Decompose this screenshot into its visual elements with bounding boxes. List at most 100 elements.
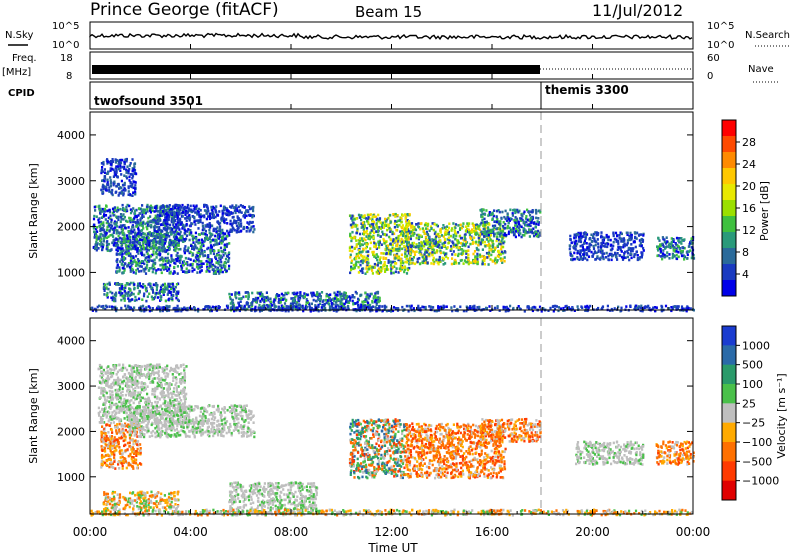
echo-cell [125,234,129,237]
echo-cell [225,207,229,210]
echo-cell [582,253,585,256]
echo-cell [200,238,204,242]
echo-cell [126,237,129,241]
echo-cell [217,233,220,236]
echo-cell [154,271,157,275]
echo-cell [118,287,121,290]
echo-cell [165,230,168,234]
echo-cell [478,228,482,232]
echo-cell [170,255,173,259]
echo-cell [188,269,191,273]
echo-cell [199,213,202,216]
echo-cell [220,242,223,245]
echo-cell [519,219,523,222]
echo-cell [105,221,108,225]
nsearch-tick-bottom: 10^0 [707,40,734,51]
echo-cell [169,227,172,230]
echo-cell [534,306,537,309]
echo-cell [334,304,337,307]
echo-cell [115,225,119,228]
echo-cell [146,248,149,251]
echo-cell [529,216,532,220]
echo-cell [160,271,163,275]
echo-cell [517,231,520,234]
echo-cell [172,243,175,247]
echo-cell [177,210,181,214]
echo-cell [619,254,622,257]
echo-cell [108,210,112,214]
echo-cell [137,240,140,243]
echo-cell [159,237,162,241]
echo-cell [100,222,103,226]
echo-cell [200,262,203,265]
echo-cell [173,204,176,207]
echo-cell [366,213,369,217]
echo-cell [525,231,528,235]
echo-cell [103,293,106,296]
echo-cell [111,241,114,245]
echo-cell [456,231,460,234]
echo-cell [387,250,391,254]
echo-cell [118,160,121,164]
echo-cell [393,222,396,225]
echo-cell [132,235,135,238]
echo-cell [636,258,639,262]
echo-cell [594,258,597,261]
echo-cell [659,247,662,251]
echo-cell [137,282,140,286]
echo-cell [143,208,147,212]
echo-cell [294,295,297,299]
echo-cell [416,245,419,248]
echo-cell [200,249,203,252]
echo-cell [129,211,133,215]
echo-cell [681,246,684,249]
echo-cell [372,253,375,257]
echo-cell [367,222,370,226]
echo-cell [378,271,381,274]
echo-cell [225,244,228,247]
echo-cell [159,252,162,256]
echo-cell [349,232,352,236]
echo-cell [128,265,131,269]
echo-cell [516,229,519,233]
echo-cell [208,231,211,235]
echo-cell [587,255,591,258]
echo-cell [350,268,353,272]
echo-cell [115,216,119,220]
echo-cell [378,269,382,272]
echo-cell [176,238,179,242]
echo-cell [433,223,436,226]
echo-cell [445,231,448,235]
echo-cell [102,239,105,243]
echo-cell [104,283,107,287]
echo-cell [121,203,124,207]
echo-cell [396,225,399,229]
echo-cell [452,235,455,239]
echo-cell [122,256,125,259]
echo-cell [187,257,190,260]
echo-cell [221,212,224,215]
echo-cell [127,254,130,257]
echo-cell [106,243,109,246]
echo-cell [179,208,182,212]
echo-cell [605,256,608,259]
echo-cell [206,207,209,210]
echo-cell [386,228,389,232]
echo-cell [512,227,515,230]
echo-cell [155,288,158,292]
echo-cell [178,223,181,227]
echo-cell [670,243,673,246]
echo-cell [467,249,470,252]
echo-cell [123,215,126,219]
echo-cell [137,264,140,267]
echo-cell [158,248,161,252]
echo-cell [299,296,302,300]
echo-cell [499,242,502,246]
echo-cell [535,216,538,220]
echo-cell [160,214,164,217]
echo-cell [127,292,130,296]
echo-cell [165,216,168,219]
echo-cell [347,301,351,304]
echo-cell [395,239,398,243]
echo-cell [162,263,165,267]
